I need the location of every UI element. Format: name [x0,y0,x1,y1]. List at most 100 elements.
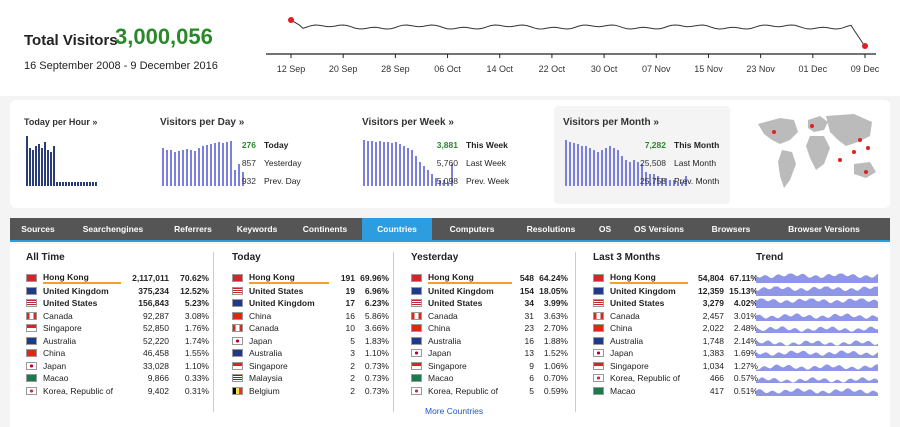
country-row[interactable]: Japan 13 1.52% [411,347,568,360]
country-row[interactable]: Malaysia 2 0.73% [232,372,389,385]
flag-icon [26,274,37,283]
bar [226,142,228,186]
country-row[interactable]: United Kingdom 154 18.05% [411,285,568,298]
country-row[interactable]: Hong Kong 2,117,011 70.62% [26,272,209,285]
country-row[interactable]: Singapore 52,850 1.76% [26,322,209,335]
bar [86,182,88,186]
country-percent: 1.83% [364,335,389,346]
visitors-per-month-link[interactable]: Visitors per Month » [563,117,659,128]
tab-searchengines[interactable]: Searchengines [82,224,144,234]
bar [65,182,67,186]
flag-icon [593,374,604,383]
country-row[interactable]: Macao 417 0.51% [593,385,758,398]
col-title-all-time: All Time [26,252,65,263]
visitors-per-week-link[interactable]: Visitors per Week » [362,117,454,128]
tab-computers[interactable]: Computers [449,224,495,234]
country-count: 2 [350,360,355,371]
bar [56,182,58,186]
country-row[interactable]: Korea, Republic of 5 0.59% [411,385,568,398]
country-row[interactable]: Korea, Republic of 466 0.57% [593,372,758,385]
country-percent: 5.23% [184,298,209,309]
stat-value: 25,758 [640,176,666,186]
hour-bars [26,136,97,186]
country-row[interactable]: Singapore 1,034 1.27% [593,360,758,373]
bar [641,164,643,186]
country-row[interactable]: Canada 92,287 3.08% [26,310,209,323]
flag-icon [26,361,37,370]
sparkline [756,298,878,309]
country-percent: 1.52% [543,348,568,359]
country-row[interactable]: Canada 2,457 3.01% [593,310,758,323]
country-name: Canada [43,310,73,321]
country-row[interactable]: Australia 16 1.88% [411,335,568,348]
today-per-hour-link[interactable]: Today per Hour » [24,117,98,127]
country-row[interactable]: Macao 9,866 0.33% [26,372,209,385]
country-name: United Kingdom [610,285,676,296]
country-row[interactable]: China 2,022 2.48% [593,322,758,335]
country-row[interactable]: United Kingdom 375,234 12.52% [26,285,209,298]
country-row[interactable]: Hong Kong 54,804 67.11% [593,272,758,285]
country-name: Macao [43,373,69,384]
country-row[interactable]: United States 156,843 5.23% [26,297,209,310]
country-row[interactable]: Japan 1,383 1.69% [593,347,758,360]
country-row[interactable]: Japan 33,028 1.10% [26,360,209,373]
flag-icon [232,349,243,358]
country-row[interactable]: Australia 1,748 2.14% [593,335,758,348]
total-visitors-value: 3,000,056 [115,24,213,49]
trend-row [756,272,880,285]
country-name: Korea, Republic of [428,385,498,396]
country-row[interactable]: Canada 10 3.66% [232,322,389,335]
country-row[interactable]: United Kingdom 12,359 15.13% [593,285,758,298]
trend-row [756,297,880,310]
country-row[interactable]: Singapore 2 0.73% [232,360,389,373]
tab-keywords[interactable]: Keywords [236,224,278,234]
country-row[interactable]: Korea, Republic of 9,402 0.31% [26,385,209,398]
country-count: 10 [345,323,355,334]
country-row[interactable]: Hong Kong 191 69.96% [232,272,389,285]
bar [673,180,675,186]
flag-icon [411,286,422,295]
country-row[interactable]: United States 3,279 4.02% [593,297,758,310]
country-row[interactable]: United Kingdom 17 6.23% [232,297,389,310]
country-percent: 6.23% [364,298,389,309]
bar [162,148,164,186]
country-row[interactable]: China 16 5.86% [232,310,389,323]
trend-row [756,360,880,373]
country-row[interactable]: Hong Kong 548 64.24% [411,272,568,285]
flag-icon [232,274,243,283]
country-percent: 1.88% [543,335,568,346]
tab-countries[interactable]: Countries [362,218,432,240]
tab-resolutions[interactable]: Resolutions [526,224,576,234]
bar [391,143,393,186]
country-row[interactable]: United States 19 6.96% [232,285,389,298]
tab-browser-versions[interactable]: Browser Versions [788,224,860,234]
country-name: Japan [428,348,452,359]
country-row[interactable]: China 23 2.70% [411,322,568,335]
more-countries-link[interactable]: More Countries [425,406,484,416]
country-row[interactable]: Canada 31 3.63% [411,310,568,323]
trend-row [756,285,880,298]
tab-browsers[interactable]: Browsers [711,224,751,234]
tab-continents[interactable]: Continents [302,224,348,234]
stat-label: Yesterday [264,158,302,168]
tab-os-versions[interactable]: OS Versions [633,224,685,234]
country-row[interactable]: Australia 52,220 1.74% [26,335,209,348]
country-row[interactable]: Australia 3 1.10% [232,347,389,360]
country-row[interactable]: Macao 6 0.70% [411,372,568,385]
country-name: Hong Kong [428,272,512,285]
tab-sources[interactable]: Sources [21,224,55,234]
trend-date-label: 15 Nov [694,64,723,74]
visitors-per-day-link[interactable]: Visitors per Day » [160,117,245,128]
country-row[interactable]: United States 34 3.99% [411,297,568,310]
country-row[interactable]: Belgium 2 0.73% [232,385,389,398]
country-name: Australia [249,348,283,359]
country-percent: 1.69% [733,348,758,359]
col-title-yesterday: Yesterday [411,252,459,263]
tab-referrers[interactable]: Referrers [174,224,212,234]
tab-os[interactable]: OS [598,224,612,234]
country-row[interactable]: China 46,458 1.55% [26,347,209,360]
country-percent: 3.66% [364,323,389,334]
country-row[interactable]: Singapore 9 1.06% [411,360,568,373]
bar [435,178,437,186]
country-row[interactable]: Japan 5 1.83% [232,335,389,348]
